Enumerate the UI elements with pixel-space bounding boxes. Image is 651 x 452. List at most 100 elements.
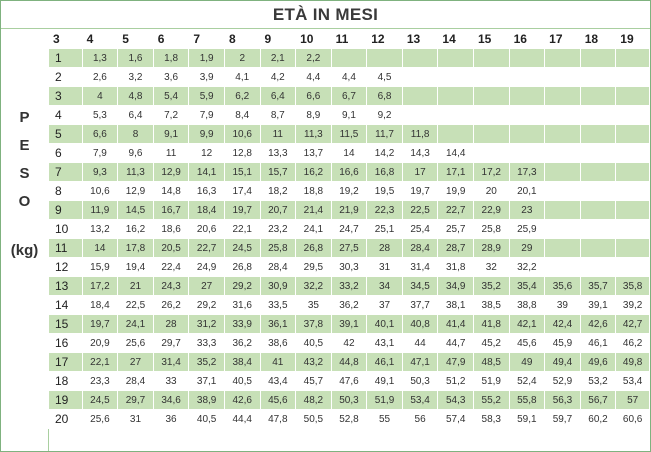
table-row: 19 24,5 29,7 34,6 38,9 42,6 45,6 48,2 50,3 51,9 53… [48, 390, 650, 410]
value-cell: 19,2 [330, 181, 368, 201]
value-cell [579, 200, 617, 220]
value-cell: 41,8 [472, 314, 510, 334]
value-cell: 6,4 [259, 86, 297, 106]
value-cell: 27,5 [330, 238, 368, 258]
value-cell: 45,2 [472, 333, 510, 353]
value-cell [508, 48, 546, 68]
value-cell [401, 48, 439, 68]
value-cell: 4,4 [330, 67, 368, 87]
value-cell: 34 [366, 276, 403, 296]
value-cell [615, 238, 650, 258]
value-cell: 19,4 [117, 257, 154, 277]
table-row: 3 4 4,8 5,4 5,9 6,2 6,4 6,6 6,7 6,8 [48, 86, 650, 106]
month-header-row: 3 4 5 6 7 8 9 10 11 12 13 14 15 16 17 18 19 [48, 29, 650, 49]
value-cell: 16,2 [295, 162, 332, 182]
value-cell: 43,1 [366, 333, 403, 353]
value-cell: 33,5 [259, 295, 297, 315]
value-cell [437, 48, 474, 68]
value-cell: 43,2 [295, 352, 332, 372]
value-cell: 28 [152, 314, 190, 334]
value-cell: 11,3 [295, 124, 332, 144]
value-cell: 26,2 [152, 295, 190, 315]
value-cell: 46,2 [615, 333, 650, 353]
value-cell: 53,4 [615, 371, 650, 391]
value-cell: 52,4 [508, 371, 546, 391]
value-cell: 38,6 [259, 333, 297, 353]
weight-letter-s: S [19, 165, 30, 182]
value-cell [579, 67, 617, 87]
value-cell [401, 105, 439, 125]
dosage-table-body: 3 4 5 6 7 8 9 10 11 12 13 14 15 16 17 18 19 1 1,3 1,6 1,8 1,9… [48, 29, 650, 429]
value-cell: 31,4 [152, 352, 190, 372]
value-cell: 52,9 [544, 371, 581, 391]
table-row: 4 5,3 6,4 7,2 7,9 8,4 8,7 8,9 9,1 9,2 [48, 105, 650, 125]
value-cell: 45,7 [295, 371, 332, 391]
value-cell [544, 67, 581, 87]
value-cell [437, 105, 474, 125]
value-cell: 55,8 [508, 390, 546, 410]
weight-cell: 8 [48, 181, 83, 201]
value-cell: 14 [81, 238, 119, 258]
value-cell [544, 48, 581, 68]
value-cell: 29,7 [152, 333, 190, 353]
table-row: 15 19,7 24,1 28 31,2 33,9 36,1 37,8 39,1 40,1 40,8… [48, 314, 650, 334]
value-cell: 25,9 [508, 219, 546, 239]
value-cell: 22,1 [81, 352, 119, 372]
value-cell: 9,2 [366, 105, 403, 125]
table-row: 16 20,9 25,6 29,7 33,3 36,2 38,6 40,5 42 43,1 44 44… [48, 333, 650, 353]
weight-unit: (kg) [10, 242, 39, 259]
value-cell: 16,3 [188, 181, 225, 201]
value-cell: 9,3 [81, 162, 119, 182]
value-cell: 11 [259, 124, 297, 144]
value-cell: 19,7 [81, 314, 119, 334]
value-cell: 28,4 [117, 371, 154, 391]
value-cell [579, 86, 617, 106]
value-cell [615, 200, 650, 220]
value-cell: 35,4 [508, 276, 546, 296]
value-cell: 43,4 [259, 371, 297, 391]
value-cell: 17,2 [81, 276, 119, 296]
weight-cell: 2 [48, 67, 83, 87]
value-cell: 29,2 [188, 295, 225, 315]
value-cell: 14 [330, 143, 368, 163]
month-header-cell: 6 [152, 29, 190, 49]
value-cell [544, 124, 581, 144]
value-cell: 39,2 [615, 295, 650, 315]
value-cell: 31 [366, 257, 403, 277]
value-cell: 37,1 [188, 371, 225, 391]
month-header-cell: 12 [366, 29, 403, 49]
value-cell: 28,4 [401, 238, 439, 258]
value-cell: 28,4 [259, 257, 297, 277]
value-cell: 18,6 [152, 219, 190, 239]
value-cell [579, 257, 617, 277]
value-cell: 7,9 [81, 143, 119, 163]
value-cell [437, 124, 474, 144]
value-cell: 22,7 [188, 238, 225, 258]
weight-cell: 13 [48, 276, 83, 296]
value-cell: 14,2 [366, 143, 403, 163]
value-cell: 9,6 [117, 143, 154, 163]
value-cell: 2,2 [295, 48, 332, 68]
value-cell: 36,2 [330, 295, 368, 315]
value-cell: 16,6 [330, 162, 368, 182]
value-cell: 14,5 [117, 200, 154, 220]
value-cell: 37,8 [295, 314, 332, 334]
value-cell: 44 [401, 333, 439, 353]
value-cell: 50,3 [401, 371, 439, 391]
value-cell [472, 86, 510, 106]
value-cell: 17 [401, 162, 439, 182]
value-cell: 42,6 [579, 314, 617, 334]
table-row: 12 15,9 19,4 22,4 24,9 26,8 28,4 29,5 30,3 31 31,4… [48, 257, 650, 277]
value-cell [579, 48, 617, 68]
value-cell: 31,2 [188, 314, 225, 334]
value-cell: 6,4 [117, 105, 154, 125]
value-cell: 30,3 [330, 257, 368, 277]
value-cell: 40,5 [188, 409, 225, 429]
value-cell [544, 162, 581, 182]
value-cell: 3,9 [188, 67, 225, 87]
value-cell: 46,1 [366, 352, 403, 372]
value-cell: 19,5 [366, 181, 403, 201]
value-cell: 14,1 [188, 162, 225, 182]
value-cell: 55 [366, 409, 403, 429]
value-cell: 56,3 [544, 390, 581, 410]
